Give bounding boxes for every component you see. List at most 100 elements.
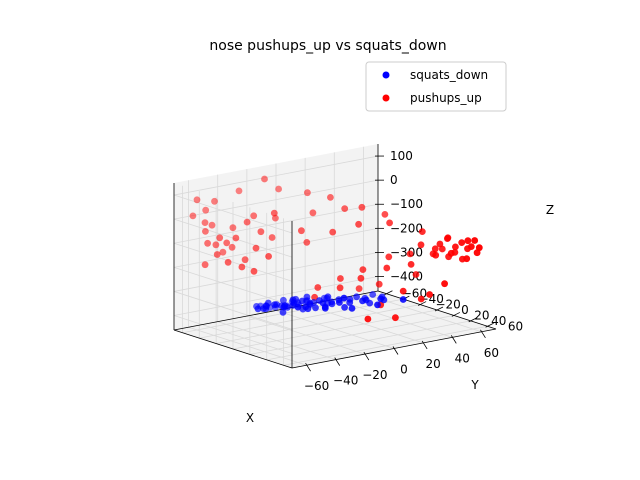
x-tick-mark: [305, 363, 311, 372]
z-axis-label: Z: [546, 203, 554, 217]
z-gridline-left: [173, 242, 293, 282]
point-pushups-up: [447, 249, 455, 257]
point-pushups-up: [355, 220, 362, 228]
point-pushups-up: [392, 314, 399, 322]
point-squats-down: [266, 304, 274, 311]
x-axis-label: X: [246, 411, 254, 425]
point-squats-down: [346, 296, 354, 303]
point-squats-down: [369, 291, 377, 298]
point-pushups-up: [381, 211, 389, 218]
point-pushups-up: [464, 237, 472, 245]
point-pushups-up: [243, 218, 251, 226]
point-pushups-up: [309, 209, 317, 217]
point-pushups-up: [383, 264, 391, 272]
y-tick-label: 20: [474, 308, 489, 322]
point-squats-down: [374, 301, 381, 309]
data-points: [189, 175, 483, 323]
point-pushups-up: [193, 196, 201, 204]
point-pushups-up: [265, 253, 272, 260]
y-tick-label: −40: [419, 292, 444, 306]
point-squats-down: [320, 294, 328, 302]
point-pushups-up: [432, 251, 440, 259]
point-squats-down: [399, 296, 407, 303]
point-pushups-up: [357, 274, 365, 282]
x-tick-label: 60: [484, 346, 499, 360]
point-pushups-up: [358, 203, 366, 211]
point-pushups-up: [471, 237, 479, 244]
point-squats-down: [302, 303, 310, 311]
point-squats-down: [378, 293, 386, 301]
point-squats-down: [340, 294, 348, 302]
point-pushups-up: [202, 228, 209, 235]
point-squats-down: [321, 304, 329, 312]
point-squats-down: [312, 304, 319, 312]
x-tick-label: −20: [362, 368, 387, 382]
point-pushups-up: [257, 228, 265, 236]
point-pushups-up: [444, 234, 452, 242]
point-pushups-up: [385, 253, 393, 261]
point-pushups-up: [229, 224, 237, 232]
point-squats-down: [353, 293, 360, 301]
point-pushups-up: [270, 209, 278, 217]
x-tick-mark: [421, 340, 428, 350]
point-pushups-up: [219, 248, 227, 256]
z-gridline-left: [173, 315, 293, 354]
y-tick-mark: [384, 290, 393, 296]
x-tick-label: 40: [455, 351, 470, 365]
x-tick-label: −40: [333, 374, 358, 388]
point-pushups-up: [303, 239, 311, 246]
y-tick-mark: [434, 306, 444, 312]
y-tick-mark: [451, 312, 461, 317]
z-tick-label: −100: [390, 197, 423, 211]
point-pushups-up: [252, 244, 260, 252]
point-pushups-up: [452, 243, 459, 251]
point-pushups-up: [261, 175, 268, 183]
point-pushups-up: [386, 219, 393, 227]
point-pushups-up: [399, 287, 407, 295]
point-pushups-up: [407, 261, 415, 268]
x-tick-mark: [334, 357, 341, 366]
floor-left-edge: [173, 329, 293, 369]
point-pushups-up: [189, 212, 197, 220]
chart-title: nose pushups_up vs squats_down: [209, 38, 446, 54]
point-pushups-up: [228, 243, 236, 251]
point-pushups-up: [364, 315, 372, 323]
point-squats-down: [280, 296, 287, 304]
z-gridline-back: [173, 252, 379, 292]
point-squats-down: [302, 297, 310, 305]
point-pushups-up: [341, 205, 349, 213]
y-tick-label: 0: [461, 303, 469, 317]
x-tick-mark: [392, 346, 399, 355]
point-pushups-up: [355, 285, 363, 292]
point-pushups-up: [426, 291, 433, 298]
point-pushups-up: [201, 261, 209, 269]
point-pushups-up: [238, 263, 246, 271]
point-squats-down: [257, 302, 264, 310]
point-pushups-up: [327, 194, 334, 201]
z-tick-label: 100: [390, 149, 413, 163]
y-tick-label: 60: [508, 319, 523, 333]
point-pushups-up: [406, 250, 414, 258]
point-pushups-up: [241, 256, 249, 264]
point-pushups-up: [250, 267, 258, 275]
point-pushups-up: [441, 280, 448, 288]
point-pushups-up: [202, 206, 210, 214]
legend-label-pushups-up: pushups_up: [410, 91, 482, 105]
point-pushups-up: [329, 228, 337, 236]
x-tick-mark: [363, 351, 370, 361]
point-pushups-up: [204, 239, 212, 247]
legend-marker-squats-down: [382, 71, 390, 79]
point-pushups-up: [304, 189, 311, 197]
point-pushups-up: [235, 187, 243, 195]
point-pushups-up: [473, 249, 481, 257]
point-squats-down: [335, 296, 343, 304]
x-tick-mark: [450, 335, 457, 344]
point-squats-down: [361, 294, 369, 302]
z-tick-label: 0: [390, 173, 398, 187]
point-pushups-up: [216, 234, 224, 242]
z-gridline-left: [173, 194, 293, 234]
z-tick-label: −300: [390, 245, 423, 259]
point-pushups-up: [213, 251, 221, 258]
point-squats-down: [288, 298, 296, 306]
